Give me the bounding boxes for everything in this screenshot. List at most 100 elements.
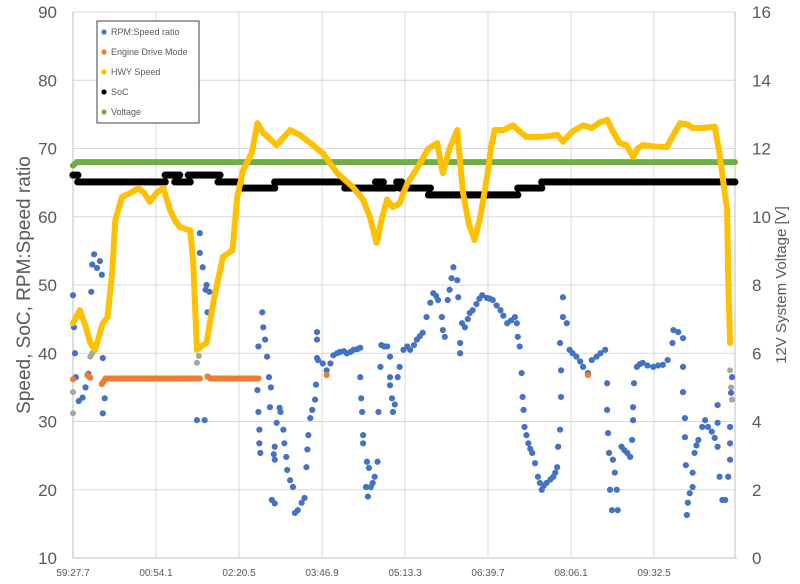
rpm-speed-ratio-point [559,313,567,321]
rpm-speed-ratio-point [708,428,715,435]
rpm-speed-ratio-point [377,363,384,370]
rpm-speed-ratio-point [407,346,414,353]
rpm-speed-ratio-point [369,479,376,487]
rpm-speed-ratio-point [69,292,77,299]
rpm-speed-ratio-point [521,423,528,431]
rpm-speed-ratio-point [650,363,657,370]
rpm-speed-ratio-point [588,356,595,364]
rpm-speed-ratio-point [363,458,371,465]
rpm-speed-ratio-point [96,258,103,265]
rpm-speed-ratio-point [670,326,677,334]
engine-drive-mode-point [69,376,77,383]
rpm-speed-ratio-point [654,362,662,369]
rpm-speed-ratio-point [493,302,500,309]
rpm-speed-ratio-point [254,387,261,394]
rpm-speed-ratio-point [639,359,646,366]
rpm-speed-ratio-point [679,389,687,396]
rpm-speed-ratio-point [294,507,301,514]
y-tick-label: 20 [38,481,57,500]
rpm-speed-ratio-point [271,443,278,450]
rpm-speed-ratio-point [255,343,262,350]
rpm-speed-ratio-point [669,339,676,347]
rpm-speed-ratio-point [386,374,394,381]
y2-tick-label: 16 [752,3,771,22]
rpm-speed-ratio-point [682,462,689,469]
soc-point [379,178,387,186]
y2-tick-label: 8 [752,276,761,295]
soc-point [216,171,224,179]
rpm-speed-ratio-point [82,384,89,391]
rpm-speed-ratio-point [659,361,666,368]
rpm-speed-ratio-point [693,442,700,449]
soc-point [161,178,169,186]
voltage-point [731,159,738,166]
soc-point [514,191,522,199]
rpm-speed-ratio-point [629,417,637,424]
rpm-speed-ratio-point [714,443,721,450]
x-tick-label: 00:54.1 [139,568,173,579]
rpm-speed-ratio-point [520,406,527,413]
rpm-speed-ratio-point [374,458,381,465]
rpm-speed-ratio-point [359,408,366,416]
connector-point [728,384,735,391]
engine-drive-mode-point [87,374,94,381]
rpm-speed-ratio-point [500,312,507,319]
rpm-speed-ratio-point [716,473,723,480]
rpm-speed-ratio-point [727,389,735,396]
rpm-speed-ratio-point [516,343,523,350]
rpm-speed-ratio-point [497,307,504,314]
x-tick-label: 03:46.9 [305,568,339,579]
rpm-speed-ratio-point [563,320,570,327]
soc-point [271,184,279,192]
rpm-speed-ratio-point [606,486,614,493]
y-axis-title: Speed, SoC, RPM:Speed ratio [14,156,35,414]
y2-tick-label: 6 [752,344,761,363]
rpm-speed-ratio-point [419,329,426,336]
x-tick-label: 09:32.5 [637,568,671,579]
rpm-speed-ratio-point [514,333,521,340]
rpm-speed-ratio-point [99,354,106,362]
rpm-speed-ratio-point [686,490,693,497]
rpm-speed-ratio-point [358,395,365,402]
x-tick-label: 59:27.7 [56,568,90,579]
rpm-speed-ratio-point [684,499,691,506]
legend-marker [101,89,107,95]
rpm-speed-ratio-point [630,380,638,387]
rpm-speed-ratio-point [391,401,398,408]
rpm-speed-ratio-point [441,333,448,340]
rpm-speed-ratio-point [319,360,326,367]
rpm-speed-ratio-point [573,353,580,360]
connector-point [193,359,200,366]
rpm-speed-ratio-point [725,473,732,480]
engine-drive-mode-point [323,371,330,379]
hwy-speed-point [726,339,734,347]
rpm-speed-ratio-point [201,417,208,424]
rpm-speed-ratio-point [679,363,687,370]
rpm-speed-ratio-point [689,469,696,476]
rpm-speed-ratio-point [438,313,445,321]
rpm-speed-ratio-point [203,281,210,289]
series-marks [69,116,739,519]
rpm-speed-ratio-point [263,353,271,360]
rpm-speed-ratio-point [88,288,95,295]
legend-label: Engine Drive Mode [111,47,188,57]
rpm-speed-ratio-point [280,426,287,433]
rpm-speed-ratio-point [309,406,316,413]
rpm-speed-ratio-point [389,408,396,416]
rpm-speed-ratio-point [439,326,446,334]
gridlines [73,11,735,558]
y2-tick-label: 4 [752,413,761,432]
rpm-speed-ratio-point [313,328,321,336]
rpm-speed-ratio-point [714,402,721,409]
rpm-speed-ratio-point [529,449,536,456]
x-tick-label: 06:39.7 [471,568,505,579]
rpm-speed-ratio-point [704,423,712,431]
rpm-speed-ratio-point [644,362,651,369]
legend-marker [101,109,107,115]
y-tick-label: 80 [38,71,57,90]
rpm-speed-ratio-point [695,436,702,444]
soc-point [538,184,546,192]
x-tick-label: 08:06.1 [554,568,588,579]
rpm-speed-ratio-point [552,469,559,476]
rpm-speed-ratio-point [298,499,305,506]
